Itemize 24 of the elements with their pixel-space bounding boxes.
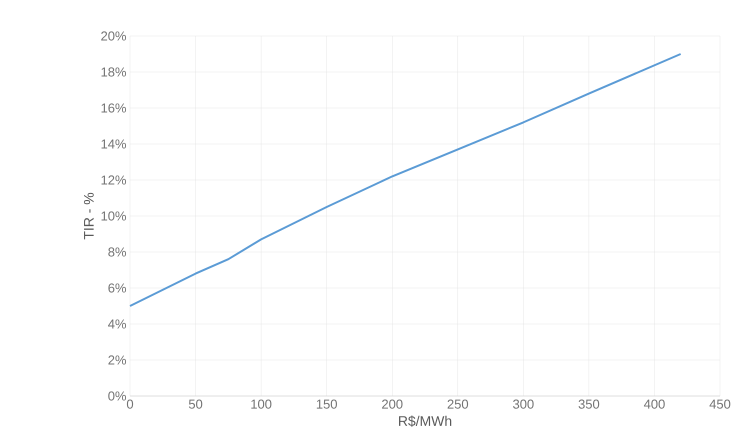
y-tick-label: 4% — [108, 319, 126, 329]
y-tick-label: 10% — [102, 211, 126, 221]
x-tick-label: 50 — [188, 400, 202, 409]
y-tick-label: 6% — [108, 283, 126, 293]
x-tick-label: 200 — [382, 400, 403, 409]
y-tick-label: 0% — [108, 391, 126, 401]
y-tick-label: 2% — [108, 355, 126, 365]
y-tick-label: 18% — [102, 67, 126, 77]
y-tick-label: 8% — [108, 247, 126, 257]
x-tick-label: 450 — [710, 400, 730, 409]
x-tick-label: 300 — [513, 400, 534, 409]
x-tick-label: 100 — [251, 400, 272, 409]
x-axis-title: R$/MWh — [399, 416, 452, 427]
y-tick-label: 20% — [101, 31, 126, 41]
y-tick-label: 14% — [102, 139, 126, 149]
y-tick-label: 12% — [102, 175, 126, 185]
x-tick-label: 0 — [126, 400, 134, 409]
x-tick-label: 250 — [448, 400, 468, 409]
x-tick-label: 150 — [316, 400, 337, 409]
y-axis-title: TIR - % — [84, 192, 94, 240]
y-tick-label: 16% — [102, 103, 126, 113]
x-tick-label: 400 — [644, 400, 665, 409]
line-series — [129, 52, 682, 307]
x-tick-label: 350 — [578, 400, 600, 409]
